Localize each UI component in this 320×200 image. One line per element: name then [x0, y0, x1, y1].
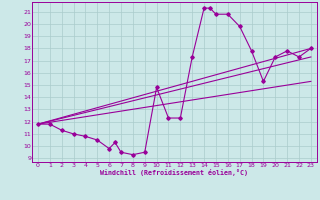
X-axis label: Windchill (Refroidissement éolien,°C): Windchill (Refroidissement éolien,°C) — [100, 169, 248, 176]
